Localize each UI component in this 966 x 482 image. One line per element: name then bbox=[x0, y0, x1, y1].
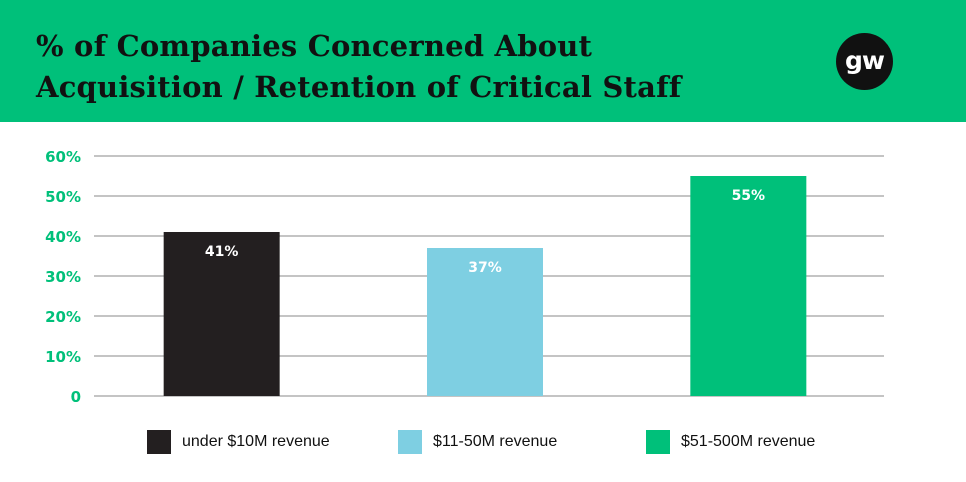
bar bbox=[163, 232, 280, 396]
legend-label: $51-500M revenue bbox=[681, 433, 816, 450]
y-tick-label: 50% bbox=[45, 188, 81, 206]
legend-label: $11-50M revenue bbox=[433, 433, 558, 450]
legend-swatch bbox=[646, 430, 670, 454]
bar-chart: 0 10% 20% 30% 40% 50% 60% 41% 37% 55% bbox=[45, 148, 884, 406]
y-tick-label: 60% bbox=[45, 148, 81, 166]
bar bbox=[427, 248, 543, 396]
y-tick-label: 10% bbox=[45, 348, 81, 366]
gw-logo: gw bbox=[836, 33, 893, 90]
y-tick-label: 40% bbox=[45, 228, 81, 246]
y-axis-ticks: 0 10% 20% 30% 40% 50% 60% bbox=[45, 148, 81, 406]
bar-data-label: 41% bbox=[205, 244, 239, 260]
y-tick-label: 30% bbox=[45, 268, 81, 286]
y-tick-label: 20% bbox=[45, 308, 81, 326]
legend-item-11-50m: $11-50M revenue bbox=[398, 428, 557, 456]
legend-swatch bbox=[398, 430, 422, 454]
bar-data-label: 55% bbox=[732, 188, 766, 204]
y-tick-label: 0 bbox=[71, 388, 81, 406]
chart-title-line-2: Acquisition / Retention of Critical Staf… bbox=[36, 70, 682, 104]
bars bbox=[163, 176, 807, 396]
bar-data-label: 37% bbox=[468, 260, 502, 276]
legend-swatch bbox=[147, 430, 171, 454]
legend: under $10M revenue $11-50M revenue $51-5… bbox=[0, 428, 966, 458]
chart-title-line-1: % of Companies Concerned About bbox=[36, 29, 593, 63]
bar-data-labels: 41% 37% 55% bbox=[205, 188, 765, 276]
legend-item-under-10m: under $10M revenue bbox=[147, 428, 330, 456]
bar bbox=[690, 176, 807, 396]
legend-item-51-500m: $51-500M revenue bbox=[646, 428, 815, 456]
header-banner: % of Companies Concerned About Acquisiti… bbox=[0, 0, 966, 122]
legend-label: under $10M revenue bbox=[182, 433, 330, 450]
chart-title: % of Companies Concerned About Acquisiti… bbox=[36, 26, 681, 108]
